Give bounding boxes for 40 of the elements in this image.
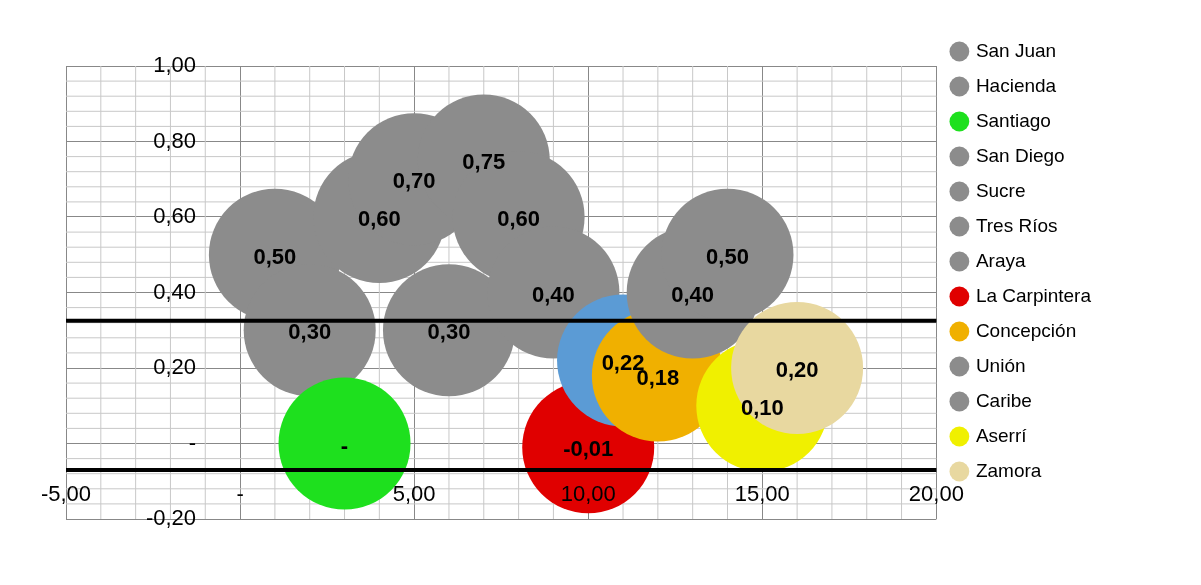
y-tick-label: 0,60 [153, 203, 197, 229]
data-label: 0,40 [532, 281, 575, 307]
x-tick-label: - [236, 480, 244, 506]
legend-label: Sucre [975, 179, 1026, 201]
data-label: 0,30 [427, 319, 471, 345]
data-label: 0,30 [288, 319, 332, 345]
legend-label: Concepción [975, 319, 1077, 341]
x-tick-label: 15,00 [734, 480, 790, 506]
legend-label: San Juan [975, 39, 1057, 61]
data-label: 0,75 [462, 149, 506, 175]
data-label: 0,50 [706, 243, 749, 269]
legend-label: La Carpintera [975, 284, 1092, 306]
y-tick-label: -0,20 [145, 505, 197, 531]
legend-label: Araya [975, 249, 1026, 271]
x-tick-label: -5,00 [40, 480, 92, 506]
legend-label: San Diego [975, 144, 1065, 166]
data-label: - [340, 432, 349, 458]
legend-label: Aserrí [975, 424, 1028, 446]
data-label: 0,50 [253, 243, 297, 269]
data-label: -0,01 [563, 436, 614, 462]
y-tick-label: 0,40 [153, 278, 197, 304]
y-tick-label: 0,20 [153, 354, 197, 380]
legend-label: Caribe [975, 389, 1032, 411]
x-tick-label: 5,00 [392, 480, 436, 506]
legend-label: Hacienda [975, 74, 1057, 96]
legend-label: Santiago [975, 109, 1051, 131]
y-tick-label: - [188, 429, 197, 455]
data-label: 0,10 [740, 394, 784, 420]
data-label: 0,60 [497, 206, 541, 232]
y-tick-label: 1,00 [153, 52, 197, 78]
data-label: 0,60 [357, 206, 401, 232]
data-label: 0,40 [671, 281, 715, 307]
x-tick-label: 10,00 [560, 480, 616, 506]
y-tick-label: 0,80 [153, 127, 197, 153]
legend-label: Zamora [975, 459, 1042, 481]
data-label: 0,70 [392, 168, 436, 194]
x-tick-label: 20,00 [908, 480, 964, 506]
data-label: 0,20 [775, 357, 819, 383]
legend-label: Tres Ríos [975, 214, 1058, 236]
legend-label: Unión [975, 354, 1026, 376]
